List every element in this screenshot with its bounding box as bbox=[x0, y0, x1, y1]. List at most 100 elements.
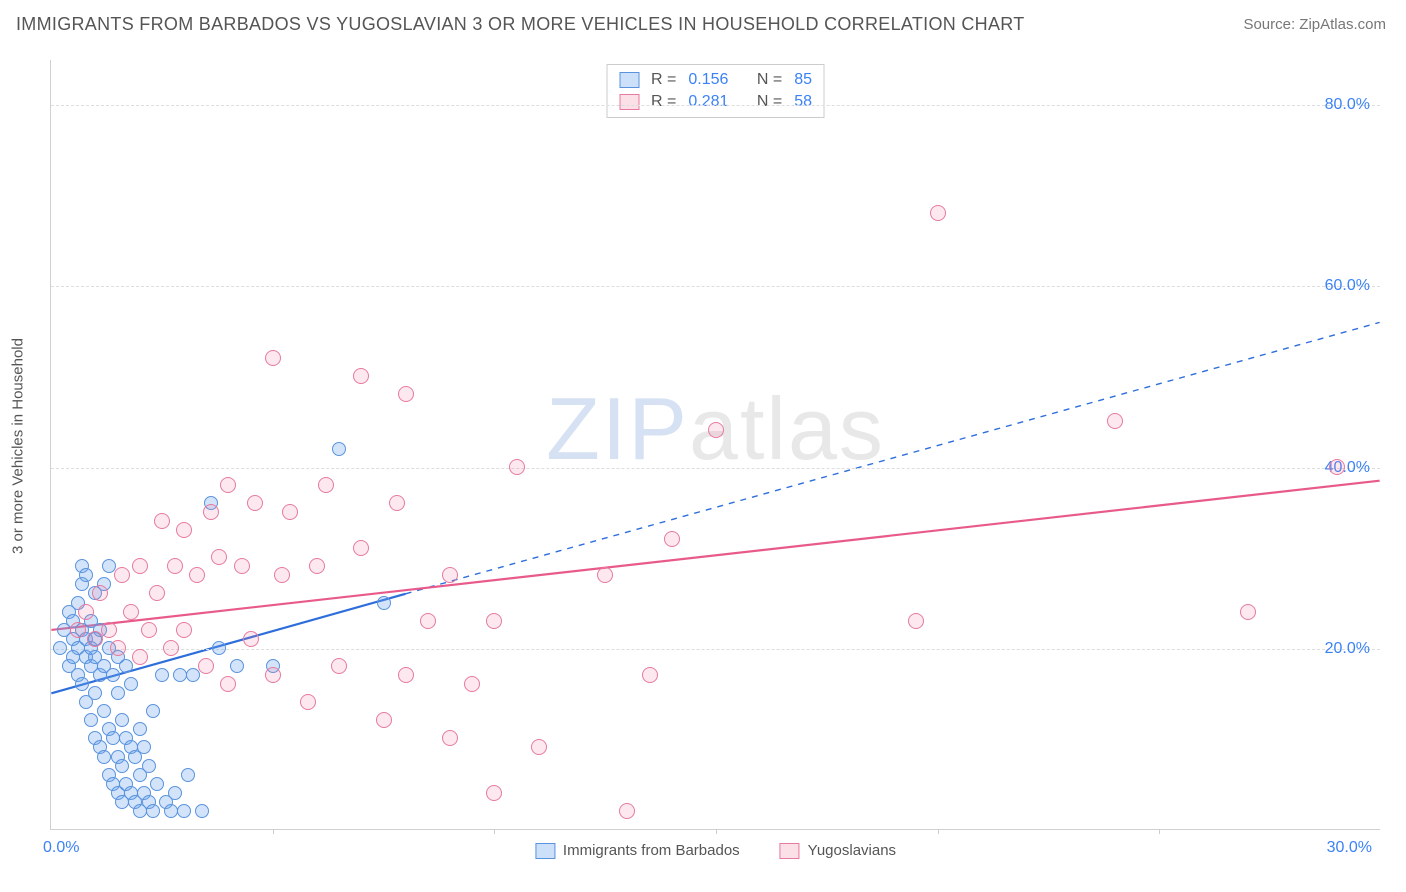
data-point-yugoslavians bbox=[154, 513, 170, 529]
data-point-yugoslavians bbox=[265, 667, 281, 683]
data-point-barbados bbox=[124, 677, 138, 691]
legend-r-value-barbados: 0.156 bbox=[688, 71, 728, 89]
data-point-yugoslavians bbox=[464, 676, 480, 692]
data-point-yugoslavians bbox=[531, 739, 547, 755]
legend-r-value-yugoslavians: 0.281 bbox=[688, 93, 728, 111]
data-point-yugoslavians bbox=[398, 386, 414, 402]
data-point-yugoslavians bbox=[353, 540, 369, 556]
data-point-yugoslavians bbox=[708, 422, 724, 438]
data-point-yugoslavians bbox=[353, 368, 369, 384]
data-point-barbados bbox=[181, 768, 195, 782]
chart-header: IMMIGRANTS FROM BARBADOS VS YUGOSLAVIAN … bbox=[0, 0, 1406, 48]
data-point-barbados bbox=[111, 686, 125, 700]
legend-item-yugoslavians: Yugoslavians bbox=[780, 842, 896, 859]
data-point-yugoslavians bbox=[389, 495, 405, 511]
grid-line bbox=[51, 105, 1380, 106]
data-point-barbados bbox=[137, 740, 151, 754]
data-point-yugoslavians bbox=[486, 785, 502, 801]
watermark-zip: ZIP bbox=[546, 379, 689, 478]
data-point-yugoslavians bbox=[211, 549, 227, 565]
legend-label-barbados: Immigrants from Barbados bbox=[563, 842, 740, 859]
legend-swatch-blue-icon bbox=[535, 843, 555, 859]
correlation-legend: R = 0.156 N = 85 R = 0.281 N = 58 bbox=[606, 64, 825, 118]
data-point-barbados bbox=[79, 568, 93, 582]
data-point-barbados bbox=[115, 759, 129, 773]
data-point-yugoslavians bbox=[203, 504, 219, 520]
data-point-yugoslavians bbox=[167, 558, 183, 574]
x-tick bbox=[1159, 829, 1160, 834]
data-point-yugoslavians bbox=[78, 604, 94, 620]
x-tick bbox=[938, 829, 939, 834]
data-point-yugoslavians bbox=[265, 350, 281, 366]
data-point-barbados bbox=[212, 641, 226, 655]
source-attribution: Source: ZipAtlas.com bbox=[1243, 16, 1386, 33]
data-point-yugoslavians bbox=[149, 585, 165, 601]
data-point-barbados bbox=[53, 641, 67, 655]
data-point-yugoslavians bbox=[509, 459, 525, 475]
data-point-barbados bbox=[102, 559, 116, 573]
data-point-barbados bbox=[106, 668, 120, 682]
data-point-yugoslavians bbox=[1240, 604, 1256, 620]
data-point-barbados bbox=[186, 668, 200, 682]
legend-n-value-yugoslavians: 58 bbox=[794, 93, 812, 111]
data-point-yugoslavians bbox=[70, 622, 86, 638]
legend-label-yugoslavians: Yugoslavians bbox=[808, 842, 896, 859]
data-point-yugoslavians bbox=[274, 567, 290, 583]
data-point-barbados bbox=[133, 722, 147, 736]
data-point-yugoslavians bbox=[110, 640, 126, 656]
data-point-yugoslavians bbox=[132, 558, 148, 574]
data-point-yugoslavians bbox=[220, 676, 236, 692]
data-point-barbados bbox=[84, 713, 98, 727]
data-point-yugoslavians bbox=[220, 477, 236, 493]
y-tick-label: 60.0% bbox=[1325, 277, 1370, 295]
data-point-barbados bbox=[75, 677, 89, 691]
data-point-yugoslavians bbox=[247, 495, 263, 511]
data-point-barbados bbox=[164, 804, 178, 818]
y-tick-label: 20.0% bbox=[1325, 640, 1370, 658]
legend-swatch-blue bbox=[619, 72, 639, 88]
chart-title: IMMIGRANTS FROM BARBADOS VS YUGOSLAVIAN … bbox=[16, 14, 1025, 35]
series-legend: Immigrants from Barbados Yugoslavians bbox=[535, 842, 896, 859]
data-point-yugoslavians bbox=[300, 694, 316, 710]
data-point-barbados bbox=[97, 750, 111, 764]
data-point-yugoslavians bbox=[619, 803, 635, 819]
data-point-barbados bbox=[146, 804, 160, 818]
data-point-yugoslavians bbox=[163, 640, 179, 656]
data-point-barbados bbox=[168, 786, 182, 800]
data-point-yugoslavians bbox=[398, 667, 414, 683]
data-point-yugoslavians bbox=[309, 558, 325, 574]
data-point-yugoslavians bbox=[141, 622, 157, 638]
x-tick bbox=[273, 829, 274, 834]
x-tick bbox=[494, 829, 495, 834]
grid-line bbox=[51, 286, 1380, 287]
data-point-yugoslavians bbox=[101, 622, 117, 638]
data-point-yugoslavians bbox=[442, 730, 458, 746]
data-point-barbados bbox=[119, 659, 133, 673]
data-point-yugoslavians bbox=[243, 631, 259, 647]
data-point-barbados bbox=[230, 659, 244, 673]
data-point-barbados bbox=[146, 704, 160, 718]
data-point-barbados bbox=[97, 704, 111, 718]
legend-row-yugoslavians: R = 0.281 N = 58 bbox=[619, 91, 812, 113]
data-point-yugoslavians bbox=[930, 205, 946, 221]
legend-item-barbados: Immigrants from Barbados bbox=[535, 842, 740, 859]
data-point-yugoslavians bbox=[189, 567, 205, 583]
data-point-yugoslavians bbox=[176, 622, 192, 638]
data-point-yugoslavians bbox=[318, 477, 334, 493]
data-point-barbados bbox=[195, 804, 209, 818]
data-point-yugoslavians bbox=[92, 585, 108, 601]
data-point-barbados bbox=[150, 777, 164, 791]
y-axis-title: 3 or more Vehicles in Household bbox=[10, 338, 27, 554]
legend-r-label: R = bbox=[651, 93, 676, 111]
legend-n-label: N = bbox=[757, 71, 782, 89]
data-point-yugoslavians bbox=[198, 658, 214, 674]
trend-lines-layer bbox=[51, 60, 1380, 829]
data-point-yugoslavians bbox=[123, 604, 139, 620]
data-point-yugoslavians bbox=[114, 567, 130, 583]
data-point-yugoslavians bbox=[597, 567, 613, 583]
legend-n-label: N = bbox=[757, 93, 782, 111]
legend-r-label: R = bbox=[651, 71, 676, 89]
y-tick-label: 80.0% bbox=[1325, 96, 1370, 114]
data-point-barbados bbox=[332, 442, 346, 456]
data-point-yugoslavians bbox=[331, 658, 347, 674]
